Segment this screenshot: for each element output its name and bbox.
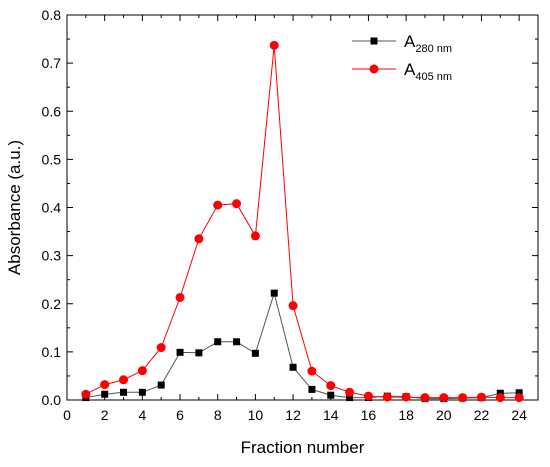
x-axis-title: Fraction number xyxy=(241,438,365,457)
data-point xyxy=(250,231,260,241)
data-point xyxy=(137,366,147,376)
data-point xyxy=(382,392,392,402)
series-280-nm xyxy=(82,289,523,403)
data-point xyxy=(439,393,449,403)
data-point xyxy=(308,385,316,393)
chart-series-layer xyxy=(81,40,524,403)
series-line xyxy=(85,291,520,400)
y-tick-label: 0.8 xyxy=(42,7,62,23)
data-point xyxy=(213,200,223,210)
data-point xyxy=(363,391,373,401)
data-point xyxy=(307,366,317,376)
legend-label: A405 nm xyxy=(404,60,452,83)
x-tick-label: 4 xyxy=(138,407,146,423)
data-point xyxy=(288,301,298,311)
data-point xyxy=(101,390,109,398)
data-point xyxy=(194,234,204,244)
data-point xyxy=(269,40,279,50)
data-point xyxy=(514,393,524,403)
x-tick-label: 0 xyxy=(63,407,71,423)
x-tick-label: 22 xyxy=(474,407,490,423)
x-tick-label: 24 xyxy=(511,407,527,423)
data-point xyxy=(345,387,355,397)
x-tick-label: 2 xyxy=(101,407,109,423)
data-point xyxy=(233,338,241,346)
data-point xyxy=(515,389,523,397)
data-point xyxy=(232,199,242,209)
x-tick-label: 6 xyxy=(176,407,184,423)
x-tick-label: 14 xyxy=(323,407,339,423)
data-point xyxy=(251,349,259,357)
legend-label: A280 nm xyxy=(404,32,452,55)
y-tick-label: 0.4 xyxy=(42,200,62,216)
data-point xyxy=(81,389,91,399)
x-tick-label: 12 xyxy=(285,407,301,423)
chart-legend: A280 nm A405 nm xyxy=(352,32,452,83)
data-point xyxy=(420,393,430,403)
data-point xyxy=(270,289,278,297)
data-point xyxy=(458,393,468,403)
series-line xyxy=(85,45,520,399)
legend-marker xyxy=(370,37,378,45)
y-tick-label: 0.0 xyxy=(42,392,62,408)
legend-marker xyxy=(369,64,379,74)
data-point xyxy=(289,363,297,371)
y-tick-label: 0.3 xyxy=(42,248,62,264)
y-tick-label: 0.7 xyxy=(42,55,62,71)
x-tick-label: 10 xyxy=(248,407,264,423)
data-point xyxy=(175,292,185,302)
data-point xyxy=(119,375,129,385)
data-point xyxy=(401,392,411,402)
x-tick-label: 16 xyxy=(361,407,377,423)
y-axis-title: Absorbance (a.u.) xyxy=(5,140,24,275)
plot-frame xyxy=(66,14,539,401)
data-point xyxy=(157,381,165,389)
data-point xyxy=(346,394,354,402)
x-tick-label: 20 xyxy=(436,407,452,423)
data-point xyxy=(176,348,184,356)
data-point xyxy=(214,338,222,346)
legend-entry: A280 nm xyxy=(352,32,452,55)
x-tick-label: 8 xyxy=(214,407,222,423)
data-point xyxy=(138,388,146,396)
data-point xyxy=(476,392,486,402)
y-tick-label: 0.1 xyxy=(42,344,62,360)
data-point xyxy=(100,380,110,390)
data-point xyxy=(156,343,166,353)
data-point xyxy=(495,393,505,403)
data-point xyxy=(326,381,336,391)
legend-entry: A405 nm xyxy=(352,60,452,83)
data-point xyxy=(327,391,335,399)
data-point xyxy=(195,349,203,357)
series-405-nm xyxy=(81,40,524,403)
chart-axes: 0 2 4 6 8 10 12 14 16 18 20 22 240.00.10.20.30.40.50… xyxy=(5,7,539,457)
x-tick-label: 18 xyxy=(398,407,414,423)
y-tick-label: 0.5 xyxy=(42,151,62,167)
y-tick-label: 0.6 xyxy=(42,103,62,119)
data-point xyxy=(120,388,128,396)
y-tick-label: 0.2 xyxy=(42,296,62,312)
